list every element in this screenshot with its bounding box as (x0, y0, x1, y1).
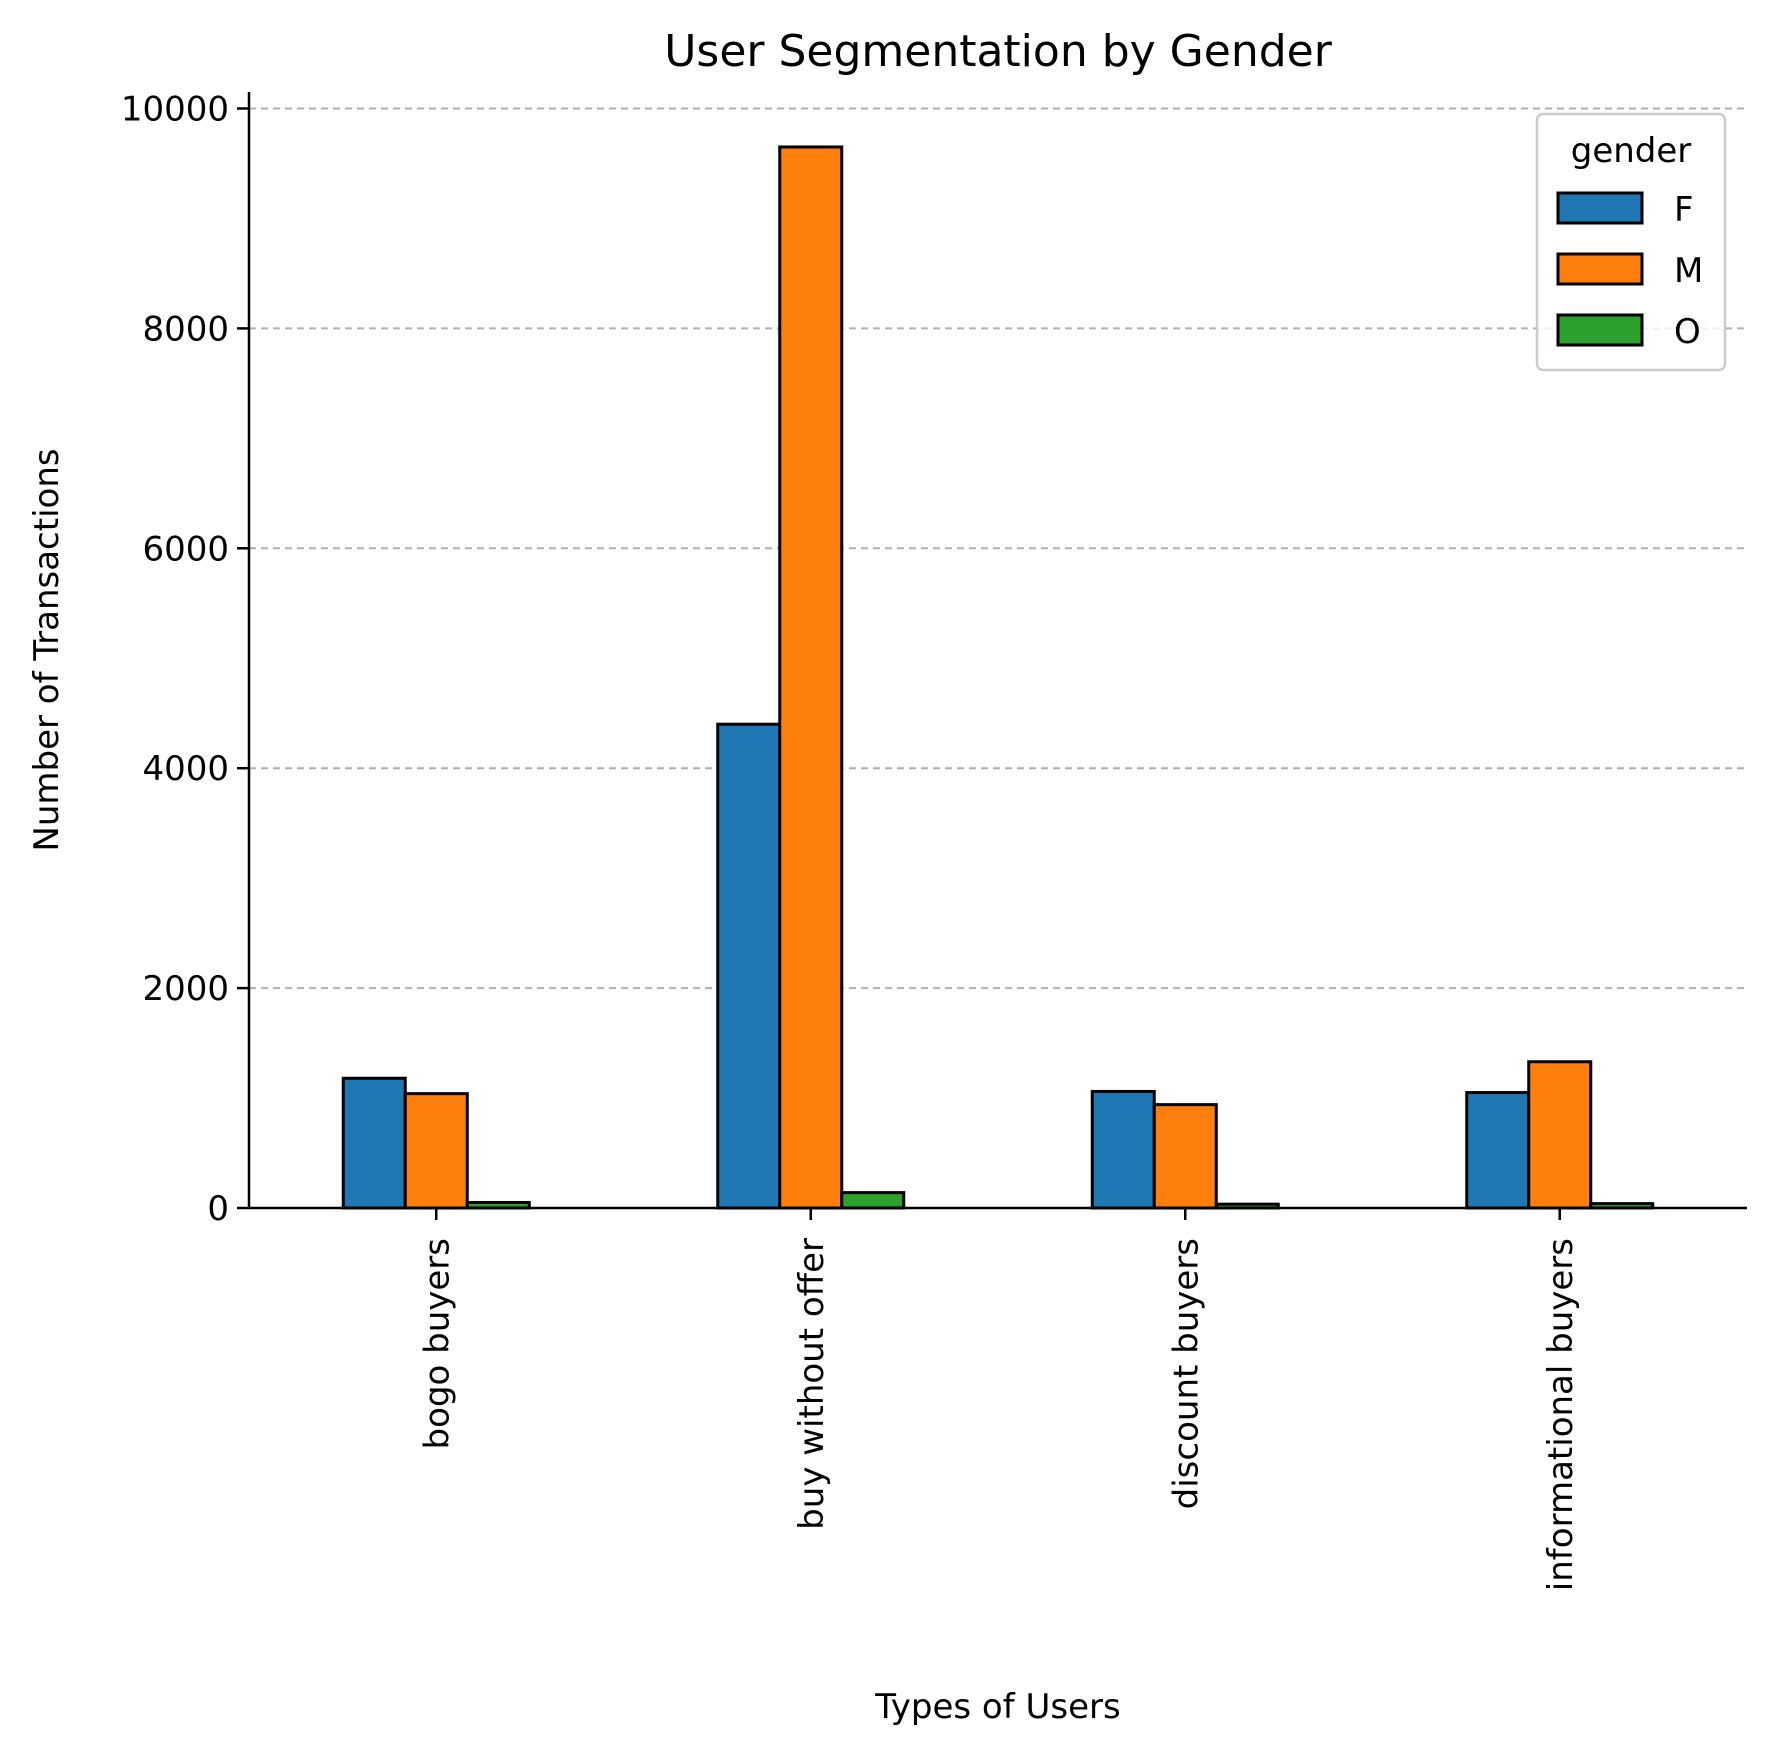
legend: gender FMO (1535, 112, 1727, 372)
y-ticks: 0 2000 4000 6000 8000 10000 (121, 89, 249, 1229)
legend-label-F: F (1674, 190, 1694, 230)
bar-M-2 (1152, 1103, 1218, 1210)
y-tick-label: 0 (207, 1189, 229, 1229)
legend-frame (1535, 112, 1727, 372)
x-ticks: bogo buyers buy without offer discount buy… (417, 1208, 1581, 1591)
y-axis-label: Number of Transactions (27, 448, 67, 851)
y-tick-label: 6000 (142, 529, 229, 569)
axes (247, 92, 1747, 1210)
bar-M-0 (403, 1092, 469, 1210)
legend-swatch-O (1556, 313, 1644, 347)
bars (341, 145, 1655, 1210)
legend-swatch-M (1556, 252, 1644, 286)
legend-title: gender (1571, 131, 1692, 171)
x-tick-label: informational buyers (1541, 1238, 1581, 1591)
y-tick-label: 2000 (142, 969, 229, 1009)
x-tick-label: bogo buyers (417, 1238, 457, 1449)
legend-label-M: M (1674, 251, 1703, 291)
y-tick-label: 4000 (142, 749, 229, 789)
x-tick-label: buy without offer (792, 1238, 832, 1530)
bar-M-3 (1527, 1060, 1593, 1210)
y-tick-label: 10000 (121, 89, 229, 129)
bar-M-1 (778, 145, 844, 1210)
bar-F-2 (1090, 1089, 1156, 1210)
bar-O-1 (840, 1191, 906, 1210)
x-axis-label: Types of Users (874, 1687, 1120, 1727)
gridlines (249, 107, 1747, 990)
legend-label-O: O (1674, 312, 1701, 352)
chart-title: User Segmentation by Gender (664, 26, 1333, 77)
legend-swatch-F (1556, 191, 1644, 225)
bar-F-1 (716, 722, 782, 1210)
bar-F-0 (341, 1076, 407, 1210)
y-tick-label: 8000 (142, 309, 229, 349)
legend-items: FMO (1556, 190, 1703, 352)
x-tick-label: discount buyers (1166, 1238, 1206, 1509)
bar-F-3 (1465, 1091, 1531, 1210)
